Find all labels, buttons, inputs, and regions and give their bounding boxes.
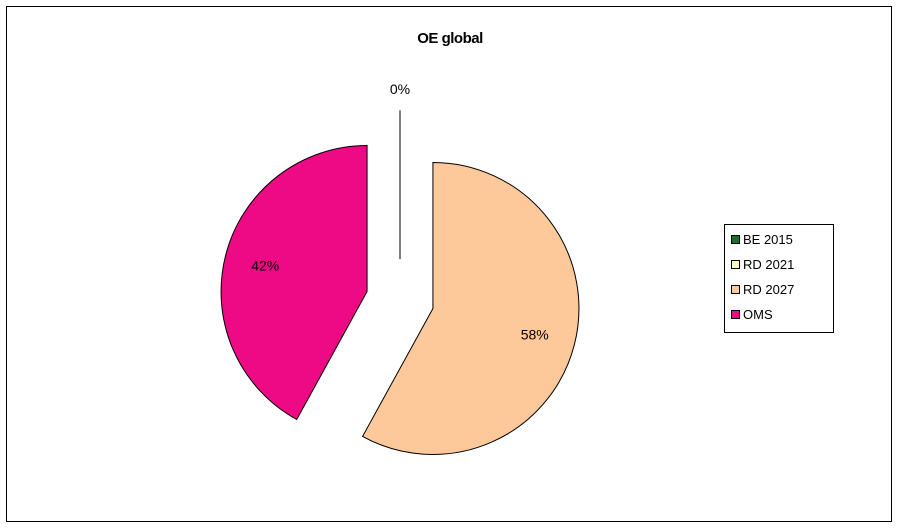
chart-title: OE global (417, 30, 483, 47)
legend-item-be2015: BE 2015 (731, 229, 793, 249)
pie-label-oms: 42% (251, 257, 279, 273)
pie-label-rd2027: 58% (521, 327, 549, 343)
pie-slice-rd2027 (361, 161, 580, 455)
legend-item-rd2021: RD 2021 (731, 254, 794, 274)
legend-item-rd2027: RD 2027 (731, 279, 794, 299)
legend-label-be2015: BE 2015 (743, 231, 793, 247)
legend-swatch-rd2027 (731, 284, 740, 294)
pie-label-be2015: 0% (390, 81, 410, 97)
legend-label-rd2027: RD 2027 (743, 281, 795, 297)
legend-swatch-oms (731, 309, 740, 319)
legend-label-rd2021: RD 2021 (743, 256, 795, 272)
legend-item-oms: OMS (731, 304, 773, 324)
legend-swatch-rd2021 (731, 259, 740, 269)
legend: BE 2015 RD 2021 RD 2027 OMS (724, 224, 834, 333)
pie-slice-oms (220, 145, 368, 421)
legend-label-oms: OMS (743, 306, 773, 322)
legend-swatch-be2015 (731, 234, 740, 244)
